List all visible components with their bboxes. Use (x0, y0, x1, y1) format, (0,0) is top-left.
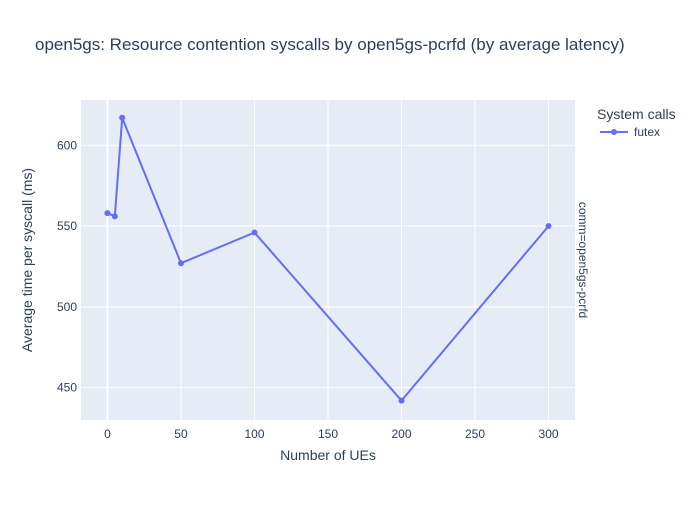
data-point-futex[interactable] (251, 229, 258, 236)
legend-label-futex: futex (634, 125, 660, 139)
data-point-futex[interactable] (119, 114, 126, 121)
grid-lines (81, 100, 575, 420)
x-tick-label: 100 (244, 427, 264, 441)
legend: System calls futex (597, 106, 676, 139)
tick-labels: 0 50 100 150 200 250 300 450 500 550 600 (57, 138, 559, 441)
data-point-futex[interactable] (398, 397, 405, 404)
x-tick-label: 300 (539, 427, 559, 441)
data-point-futex[interactable] (111, 213, 118, 220)
y-axis-title: Average time per syscall (ms) (19, 168, 35, 352)
x-tick-label: 200 (391, 427, 411, 441)
x-tick-label: 50 (174, 427, 188, 441)
x-tick-label: 150 (318, 427, 338, 441)
y-tick-label: 450 (57, 381, 77, 395)
x-tick-label: 250 (465, 427, 485, 441)
legend-title: System calls (597, 106, 676, 122)
data-point-futex[interactable] (177, 260, 184, 267)
chart-title: open5gs: Resource contention syscalls by… (35, 35, 625, 54)
series-layer (104, 114, 552, 404)
x-tick-label: 0 (104, 427, 111, 441)
data-point-futex[interactable] (545, 223, 552, 230)
y-tick-label: 600 (57, 138, 77, 152)
legend-item-futex[interactable]: futex (600, 125, 660, 139)
y-tick-label: 500 (57, 300, 77, 314)
y-tick-label: 550 (57, 219, 77, 233)
facet-label: comm=open5gs-pcrfd (576, 202, 590, 318)
data-point-futex[interactable] (104, 210, 111, 217)
x-axis-title: Number of UEs (280, 447, 376, 463)
legend-marker-icon (611, 129, 617, 135)
